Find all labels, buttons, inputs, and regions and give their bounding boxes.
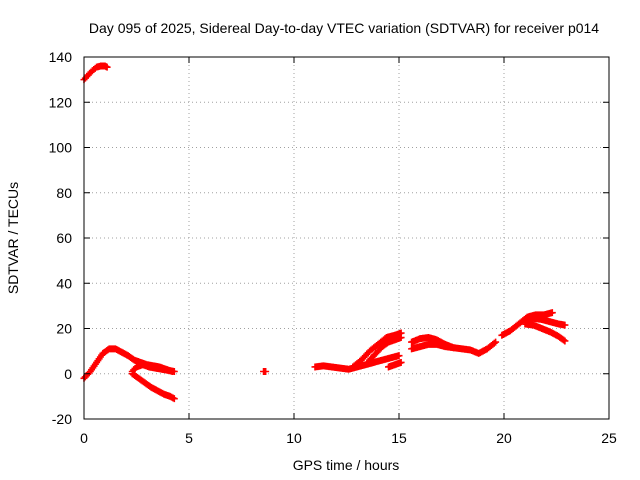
data-points — [80, 62, 569, 403]
series-arc-8 — [366, 334, 405, 364]
x-tick-label: 0 — [80, 430, 88, 446]
series-arc-13 — [521, 314, 569, 329]
series-arc-1 — [80, 62, 111, 84]
axis-ticks: 0 5 10 15 20 25 -20 0 20 40 60 80 100 120 140 — [49, 49, 617, 446]
y-tick-label: 40 — [56, 275, 72, 291]
y-axis-label: SDTVAR / TECUs — [5, 182, 21, 294]
y-tick-label: 0 — [64, 366, 72, 382]
y-tick-label: 80 — [56, 185, 72, 201]
grid-lines — [84, 57, 609, 419]
x-tick-label: 5 — [185, 430, 193, 446]
x-tick-label: 10 — [286, 430, 302, 446]
chart-title: Day 095 of 2025, Sidereal Day-to-day VTE… — [89, 20, 599, 36]
series-arc-5 — [260, 367, 270, 375]
y-tick-label: 120 — [49, 94, 73, 110]
series-arc-4 — [128, 370, 178, 403]
x-tick-label: 20 — [496, 430, 512, 446]
x-tick-label: 25 — [601, 430, 617, 446]
y-tick-label: 20 — [56, 321, 72, 337]
series-arc-2 — [80, 345, 176, 382]
x-axis-label: GPS time / hours — [293, 457, 400, 473]
y-tick-label: -20 — [52, 411, 72, 427]
y-tick-label: 140 — [49, 49, 73, 65]
series-arc-9 — [385, 358, 405, 371]
series-arc-14 — [521, 320, 569, 345]
x-tick-label: 15 — [391, 430, 407, 446]
series-arc-7 — [349, 329, 405, 371]
series-arc-11 — [408, 340, 458, 353]
y-tick-label: 60 — [56, 230, 72, 246]
y-tick-label: 100 — [49, 140, 73, 156]
